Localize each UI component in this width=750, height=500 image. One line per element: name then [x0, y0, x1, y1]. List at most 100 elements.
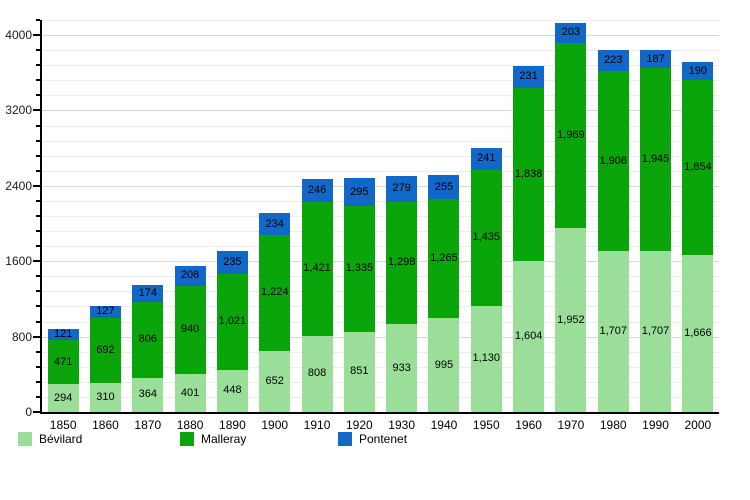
segment-value-label: 208	[180, 269, 200, 282]
segment-value-label: 1,908	[599, 154, 627, 167]
major-gridline	[42, 35, 719, 37]
y-axis-tick	[36, 365, 40, 368]
y-axis-tick	[36, 245, 40, 248]
segment-pontenet-1940: 255	[428, 175, 460, 200]
y-axis-tick	[36, 230, 40, 233]
segment-value-label: 1,021	[218, 315, 247, 328]
segment-bevilard-1960: 1,604	[513, 260, 545, 412]
segment-value-label: 364	[138, 388, 157, 401]
minor-gridline	[42, 200, 719, 202]
bar-1950: 1,130 1,435 241	[470, 147, 502, 412]
segment-pontenet-1860: 127	[89, 306, 121, 318]
y-axis-tick-label: 3200	[5, 103, 32, 118]
segment-value-label: 241	[477, 152, 496, 165]
segment-bevilard-1930: 933	[386, 324, 418, 412]
segment-value-label: 808	[307, 367, 327, 380]
bar-1860: 310 692 127	[89, 306, 121, 412]
legend-item-pontenet: Pontenet	[338, 431, 407, 447]
plot-area: 294 471 121 310 692 127 364 806 174 401 940 208 448 1…	[40, 20, 719, 432]
segment-malleray-1990: 1,945	[640, 67, 672, 252]
segment-value-label: 1,298	[387, 256, 416, 269]
y-axis-tick	[36, 395, 40, 398]
y-axis-tick	[36, 199, 40, 202]
segment-value-label: 806	[138, 333, 157, 346]
segment-pontenet-1920: 295	[343, 178, 375, 207]
segment-value-label: 933	[392, 361, 411, 374]
segment-malleray-1850: 471	[47, 339, 79, 385]
segment-pontenet-1870: 174	[132, 285, 164, 302]
y-axis-tick	[36, 124, 40, 127]
segment-value-label: 1,265	[430, 252, 458, 265]
segment-bevilard-1940: 995	[428, 318, 460, 412]
segment-value-label: 692	[96, 343, 115, 356]
y-axis-tick	[36, 275, 40, 278]
segment-malleray-1910: 1,421	[301, 201, 333, 336]
y-axis-tick	[33, 34, 40, 37]
y-axis-tick	[36, 154, 40, 157]
segment-value-label: 1,435	[472, 231, 501, 244]
segment-bevilard-1950: 1,130	[470, 305, 502, 412]
segment-pontenet-1930: 279	[386, 175, 418, 202]
segment-malleray-2000: 1,854	[682, 80, 714, 256]
legend-label: Bévilard	[39, 432, 83, 446]
minor-gridline	[42, 95, 719, 97]
y-axis-tick	[36, 64, 40, 67]
segment-value-label: 310	[96, 390, 115, 403]
segment-pontenet-1990: 187	[640, 50, 672, 68]
segment-value-label: 851	[350, 365, 369, 378]
bar-1870: 364 806 174	[132, 285, 164, 412]
bar-1880: 401 940 208	[174, 266, 206, 412]
segment-malleray-1900: 1,224	[259, 235, 291, 351]
minor-gridline	[42, 321, 719, 323]
segment-bevilard-1890: 448	[216, 369, 248, 412]
segment-malleray-1890: 1,021	[216, 273, 248, 370]
segment-value-label: 1,335	[345, 262, 374, 275]
legend-swatch	[338, 432, 352, 446]
legend-label: Pontenet	[359, 432, 408, 446]
segment-bevilard-1860: 310	[89, 382, 121, 412]
minor-gridline	[42, 396, 719, 398]
bar-1990: 1,707 1,945 187	[640, 50, 672, 412]
bar-1900: 652 1,224 234	[259, 213, 291, 412]
segment-value-label: 234	[265, 217, 284, 230]
y-axis-tick	[33, 184, 40, 187]
segment-value-label: 190	[688, 64, 708, 77]
y-axis-tick	[36, 215, 40, 217]
x-axis-label-1960: 1960	[515, 418, 542, 432]
segment-pontenet-1910: 246	[301, 178, 333, 202]
major-gridline	[42, 185, 719, 187]
y-axis-tick-label: 4000	[5, 28, 32, 43]
segment-value-label: 294	[53, 391, 73, 404]
segment-value-label: 940	[180, 323, 200, 336]
minor-gridline	[42, 246, 719, 248]
segment-value-label: 448	[223, 384, 242, 397]
segment-value-label: 1,604	[514, 329, 543, 342]
y-axis-tick	[36, 94, 40, 97]
bar-1960: 1,604 1,838 231	[513, 65, 545, 412]
minor-gridline	[42, 366, 719, 368]
segment-value-label: 1,854	[684, 161, 712, 174]
segment-bevilard-1880: 401	[174, 374, 206, 412]
segment-pontenet-2000: 190	[682, 62, 714, 81]
segment-malleray-1970: 1,969	[555, 42, 587, 229]
x-axis-label-1870: 1870	[134, 418, 162, 432]
minor-gridline	[42, 155, 719, 157]
segment-malleray-1940: 1,265	[428, 199, 460, 319]
segment-value-label: 1,666	[684, 327, 712, 339]
segment-bevilard-1920: 851	[343, 331, 375, 412]
segment-value-label: 1,969	[557, 128, 585, 141]
segment-malleray-1930: 1,298	[386, 201, 418, 325]
y-axis-tick	[36, 380, 40, 383]
legend-item-malleray: Malleray	[180, 431, 246, 447]
x-axis-label-1980: 1980	[599, 418, 627, 432]
segment-pontenet-1890: 235	[216, 251, 248, 274]
y-axis-tick-label: 0	[25, 405, 32, 419]
y-axis-tick	[36, 305, 40, 308]
legend-swatch	[18, 432, 32, 446]
y-axis-tick	[33, 109, 40, 112]
minor-gridline	[42, 20, 719, 21]
segment-value-label: 223	[604, 54, 623, 67]
legend: Bévilard Malleray Pontenet	[0, 431, 750, 451]
x-axis-label-1910: 1910	[303, 418, 331, 432]
x-axis-label-1880: 1880	[176, 418, 204, 432]
